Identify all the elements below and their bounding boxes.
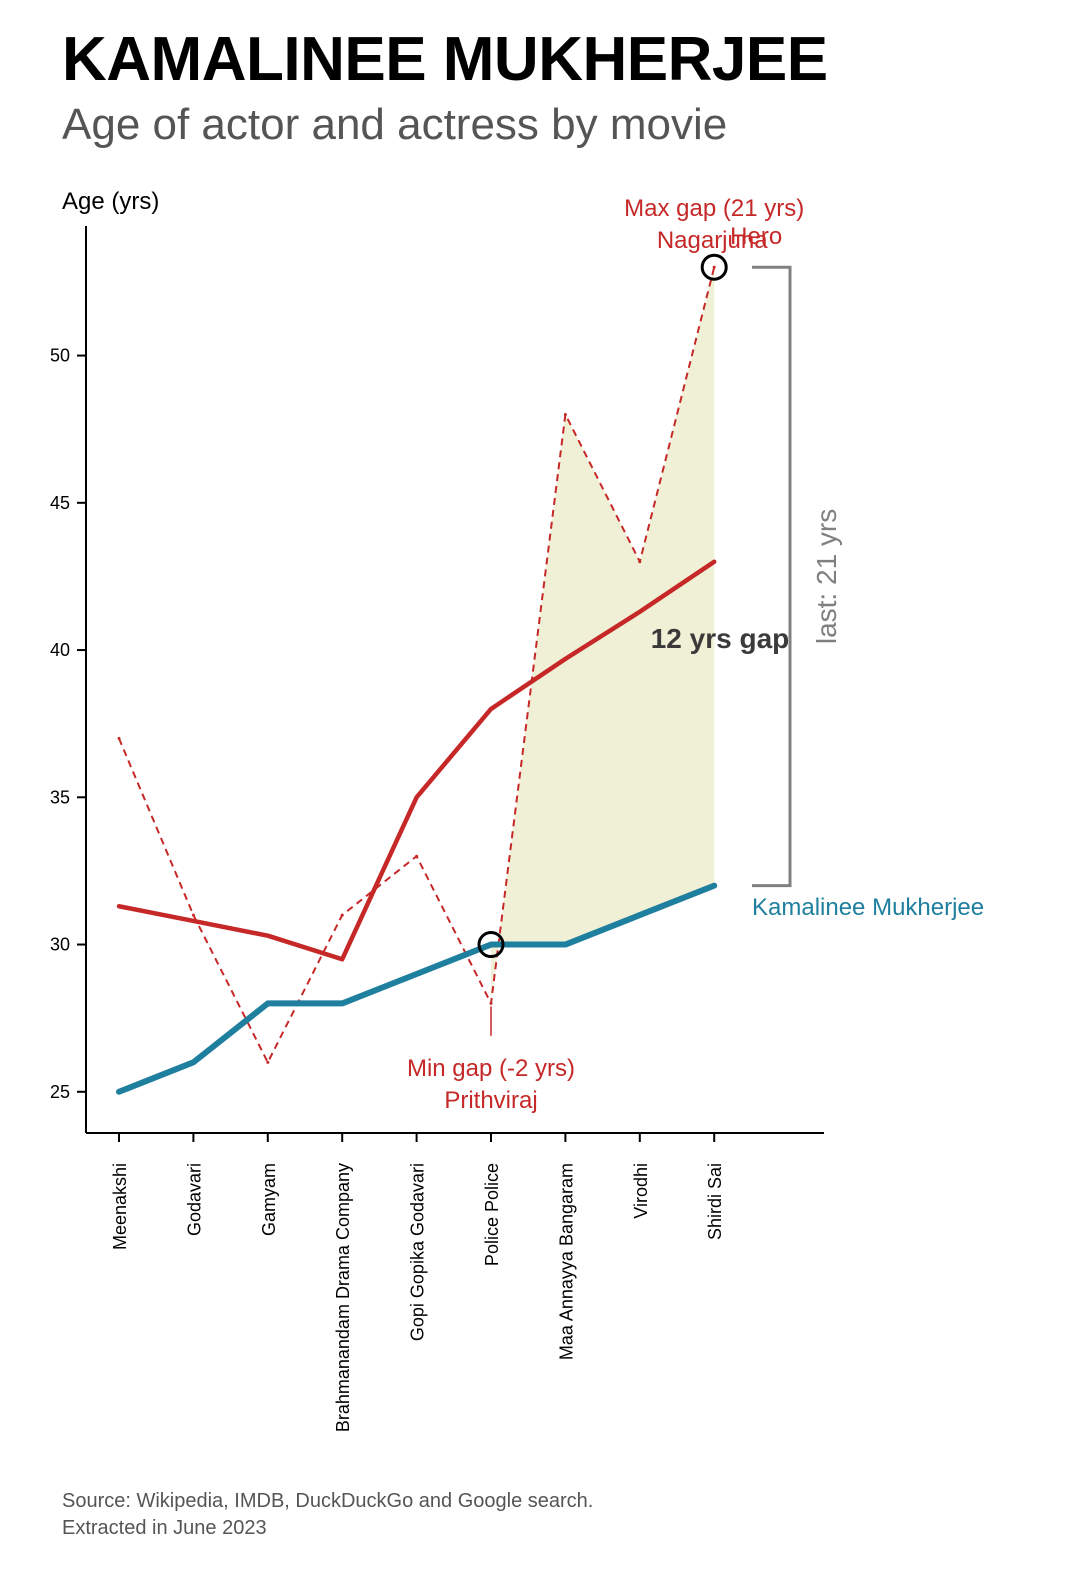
actor-point [117, 736, 121, 740]
actor-trend-line [116, 559, 717, 962]
x-tick-label: Virodhi [631, 1163, 651, 1219]
x-tick-label: Brahmanandam Drama Company [333, 1163, 353, 1432]
actor-point [712, 265, 716, 269]
actor-point [563, 412, 567, 416]
x-tick-label: Police Police [482, 1163, 502, 1266]
last-gap-bracket [752, 265, 792, 888]
x-tick-label: Maa Annayya Bangaram [556, 1163, 576, 1360]
actor-point [415, 854, 419, 858]
actress-point [191, 1060, 196, 1065]
chart-title: KAMALINEE MUKHERJEE [62, 25, 828, 94]
max-gap-marker [700, 253, 728, 281]
x-tick-label: Shirdi Sai [705, 1163, 725, 1240]
last-gap-label: last: 21 yrs [811, 509, 842, 644]
actor-point [489, 1001, 493, 1005]
lines-layer [116, 265, 718, 1095]
actress-point [489, 942, 493, 947]
x-tick-label: Gopi Gopika Godavari [408, 1163, 428, 1341]
actor-point [638, 560, 642, 564]
y-tick-label: 35 [50, 787, 70, 807]
max-gap-label: Max gap (21 yrs) [624, 195, 804, 222]
min-gap-actor-name: Prithviraj [444, 1087, 537, 1114]
max-gap-actor-name: Nagarjuna [657, 227, 768, 254]
actress-point [637, 913, 642, 918]
y-tick-label: 50 [50, 346, 70, 366]
actress-point [265, 1001, 270, 1006]
x-tick-label: Gamyam [259, 1163, 279, 1236]
axes-layer: 25 30 35 40 45 50 Meenakshi Godavari Gamyam Brahm… [50, 226, 824, 1432]
actress-point [414, 971, 419, 976]
source-note: Source: Wikipedia, IMDB, DuckDuckGo and … [62, 1488, 593, 1542]
average-gap-label: 12 yrs gap [651, 623, 790, 654]
y-tick-label: 30 [50, 935, 70, 955]
actress-point [563, 942, 568, 947]
y-tick-label: 45 [50, 493, 70, 513]
y-tick-label: 25 [50, 1082, 70, 1102]
y-tick-label: 40 [50, 640, 70, 660]
actress-series-label: Kamalinee Mukherjee [752, 894, 984, 921]
source-line-1: Source: Wikipedia, IMDB, DuckDuckGo and … [62, 1490, 594, 1512]
chart-subtitle: Age of actor and actress by movie [62, 100, 728, 149]
max-gap-movie-role: Hero [730, 223, 782, 250]
actor-point [191, 913, 195, 917]
actress-point [117, 1089, 121, 1094]
y-axis-label: Age (yrs) [62, 188, 160, 215]
actor-point [266, 1060, 270, 1064]
min-gap-marker [477, 931, 505, 959]
actress-point [340, 1001, 345, 1006]
min-gap-label: Min gap (-2 yrs) [407, 1055, 575, 1082]
actress-point [712, 883, 717, 888]
actor-point [340, 913, 344, 917]
x-tick-label: Godavari [184, 1163, 204, 1236]
x-tick-label: Meenakshi [110, 1163, 130, 1250]
source-line-2: Extracted in June 2023 [62, 1517, 267, 1539]
